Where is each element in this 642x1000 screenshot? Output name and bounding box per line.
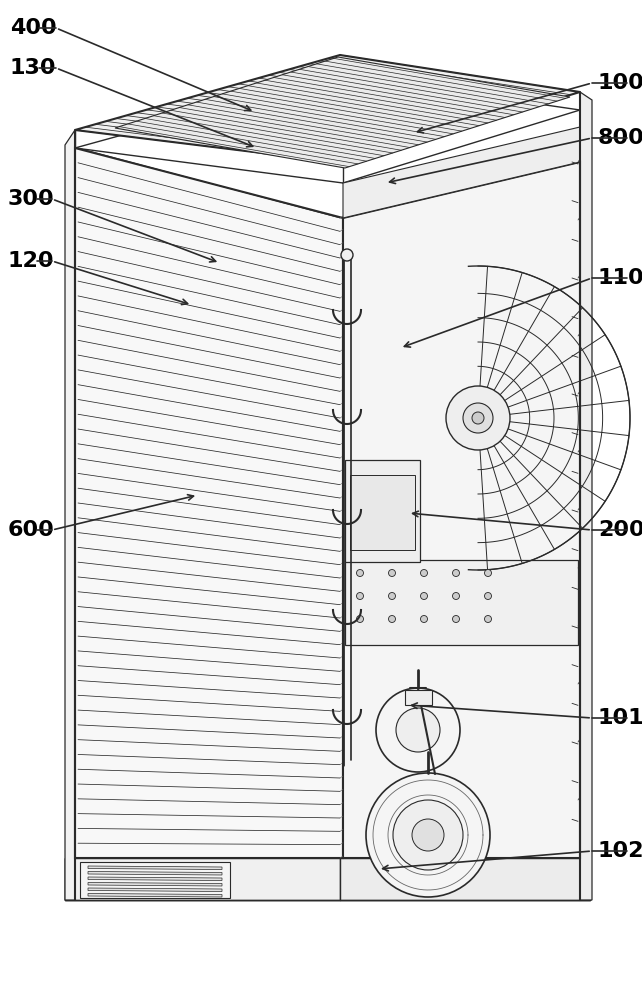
- Text: 300: 300: [8, 189, 55, 209]
- Circle shape: [453, 615, 460, 622]
- Polygon shape: [115, 57, 570, 168]
- Polygon shape: [405, 690, 432, 705]
- Polygon shape: [88, 871, 222, 875]
- Polygon shape: [340, 858, 590, 900]
- Polygon shape: [88, 882, 222, 886]
- Polygon shape: [88, 894, 222, 897]
- Polygon shape: [65, 858, 590, 900]
- Circle shape: [453, 570, 460, 576]
- Circle shape: [341, 249, 353, 261]
- Text: 800: 800: [598, 128, 642, 148]
- Polygon shape: [88, 877, 222, 880]
- Circle shape: [421, 570, 428, 576]
- Polygon shape: [345, 460, 420, 562]
- Circle shape: [356, 592, 363, 599]
- Circle shape: [366, 773, 490, 897]
- Text: 400: 400: [10, 18, 56, 38]
- Circle shape: [412, 819, 444, 851]
- Circle shape: [421, 615, 428, 622]
- Polygon shape: [88, 866, 222, 869]
- Text: 120: 120: [8, 251, 55, 271]
- Circle shape: [485, 615, 492, 622]
- Circle shape: [463, 403, 493, 433]
- Circle shape: [376, 688, 460, 772]
- Circle shape: [453, 592, 460, 599]
- Circle shape: [388, 570, 395, 576]
- Circle shape: [393, 800, 463, 870]
- Circle shape: [388, 592, 395, 599]
- Polygon shape: [65, 858, 340, 900]
- Polygon shape: [580, 92, 592, 900]
- Text: 101: 101: [598, 708, 642, 728]
- Circle shape: [396, 708, 440, 752]
- Circle shape: [446, 386, 510, 450]
- Polygon shape: [65, 130, 75, 900]
- Circle shape: [356, 615, 363, 622]
- Text: 102: 102: [598, 841, 642, 861]
- Polygon shape: [75, 55, 580, 163]
- Circle shape: [421, 592, 428, 599]
- Circle shape: [472, 412, 484, 424]
- Polygon shape: [343, 162, 580, 858]
- Polygon shape: [343, 127, 580, 218]
- Text: 110: 110: [598, 268, 642, 288]
- Polygon shape: [345, 560, 578, 645]
- Text: 100: 100: [598, 73, 642, 93]
- Text: 200: 200: [598, 520, 642, 540]
- Circle shape: [356, 570, 363, 576]
- Polygon shape: [350, 475, 415, 550]
- Polygon shape: [88, 888, 222, 892]
- Polygon shape: [80, 862, 230, 898]
- Circle shape: [388, 615, 395, 622]
- Text: 130: 130: [10, 58, 56, 78]
- Polygon shape: [75, 148, 343, 858]
- Text: 600: 600: [8, 520, 55, 540]
- Circle shape: [485, 592, 492, 599]
- Circle shape: [485, 570, 492, 576]
